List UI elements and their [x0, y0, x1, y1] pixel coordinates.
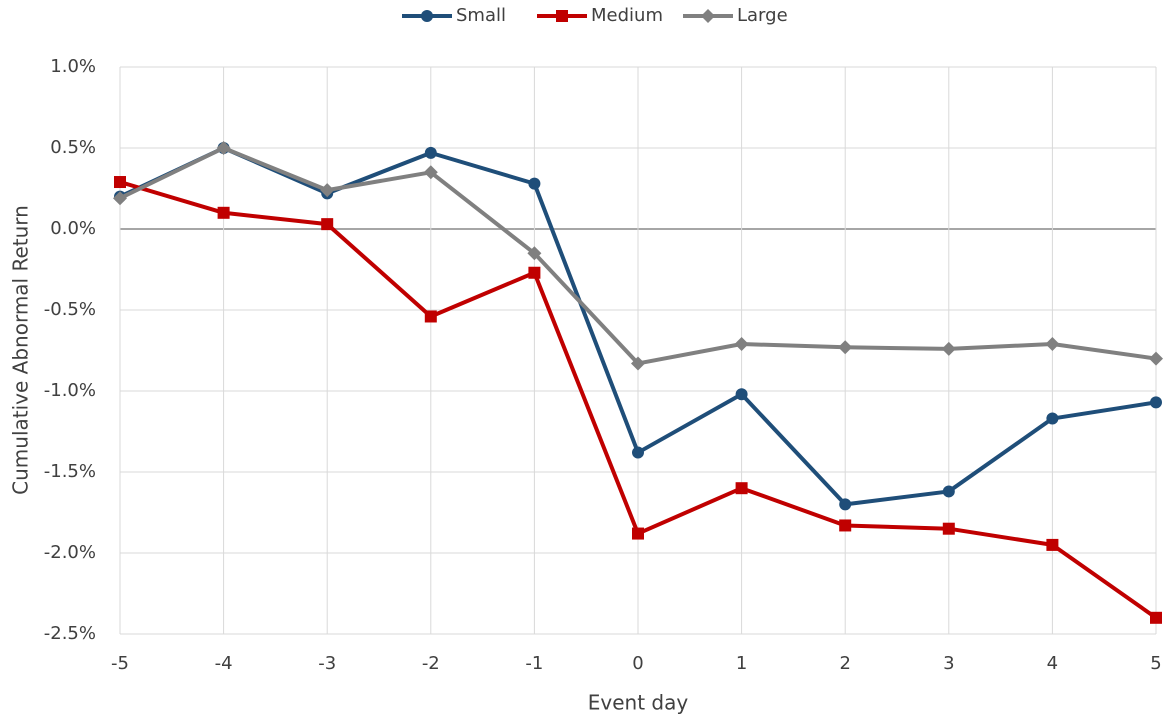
marker [113, 191, 127, 206]
y-tick-label: -2.5% [44, 623, 96, 644]
marker [735, 388, 748, 401]
marker [839, 498, 852, 511]
marker [1046, 412, 1059, 425]
marker [321, 218, 334, 231]
y-axis-title: Cumulative Abnormal Return [9, 205, 33, 495]
legend-label: Medium [591, 5, 663, 26]
x-tick-label: 0 [632, 653, 643, 674]
marker [839, 519, 852, 532]
marker [528, 177, 541, 190]
marker [1045, 337, 1060, 352]
marker [631, 356, 645, 371]
legend-label: Large [737, 5, 788, 26]
y-tick-label: -1.5% [44, 461, 96, 482]
marker [734, 337, 749, 352]
marker [1046, 538, 1059, 551]
marker [217, 206, 230, 219]
marker [424, 146, 437, 159]
x-tick-label: -1 [525, 653, 543, 674]
x-tick-label: 3 [943, 653, 954, 674]
x-tick-label: 2 [839, 653, 850, 674]
marker [216, 141, 231, 155]
x-tick-label: -4 [215, 653, 233, 674]
y-tick-label: 0.0% [50, 218, 96, 239]
marker [421, 10, 433, 22]
marker [942, 522, 955, 535]
marker [838, 340, 853, 355]
x-tick-label: 5 [1150, 653, 1161, 674]
y-tick-label: -1.0% [44, 380, 96, 401]
x-tick-label: 1 [736, 653, 747, 674]
legend-label: Small [456, 5, 506, 26]
y-tick-label: 1.0% [50, 56, 96, 77]
marker [941, 341, 956, 356]
x-tick-label: -2 [422, 653, 440, 674]
marker [632, 446, 644, 459]
y-tick-label: -2.0% [44, 542, 96, 563]
marker [1149, 351, 1163, 366]
x-axis-title: Event day [588, 691, 689, 715]
marker [701, 9, 715, 23]
marker [424, 310, 437, 323]
x-tick-label: -5 [111, 653, 129, 674]
x-tick-label: 4 [1047, 653, 1058, 674]
marker [528, 266, 541, 279]
marker [632, 527, 644, 540]
x-tick-label: -3 [318, 653, 336, 674]
marker [114, 176, 126, 189]
marker [735, 482, 748, 495]
y-tick-label: 0.5% [50, 137, 96, 158]
marker [942, 485, 955, 498]
marker [556, 10, 568, 22]
marker [527, 246, 542, 261]
marker [320, 183, 335, 198]
marker [423, 165, 438, 180]
marker [1150, 396, 1162, 409]
marker [1150, 611, 1162, 624]
y-tick-label: -0.5% [44, 299, 96, 320]
